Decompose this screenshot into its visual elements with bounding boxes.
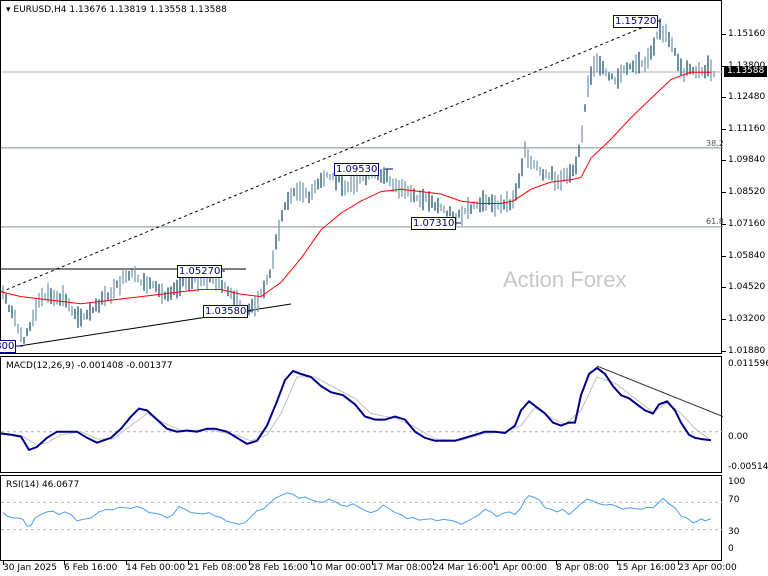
label-swing-low-feb: 1.03580 <box>203 305 249 318</box>
price-chart-panel[interactable]: ▾ EURUSD,H4 1.13676 1.13819 1.13558 1.13… <box>0 0 724 354</box>
fib-38-label: 38.2 <box>706 139 724 148</box>
tick <box>126 561 127 565</box>
price-axis-label: 1.07160 <box>728 219 766 229</box>
time-axis-label: 10 Mar 00:00 <box>311 563 372 573</box>
tick <box>722 351 726 352</box>
price-axis-label: 1.05840 <box>728 251 766 261</box>
macd-axis-label: 0.00 <box>728 432 749 442</box>
label-swing-high-mar: 1.09530 <box>334 163 380 176</box>
price-axis-label: 1.12480 <box>728 92 766 102</box>
price-axis-label: 1.04520 <box>728 282 766 292</box>
macd-axis-label: 0.011596 <box>728 359 768 369</box>
rsi-axis-label: 0 <box>728 544 734 554</box>
macd-axis-label: -0.005146 <box>728 462 768 472</box>
price-axis-label: 1.08520 <box>728 187 766 197</box>
time-axis-label: 24 Mar 16:00 <box>433 563 494 573</box>
tick <box>722 129 726 130</box>
price-chart-canvas <box>1 18 723 347</box>
time-axis-label: 14 Feb 00:00 <box>126 563 186 573</box>
fib-61-label: 61.8 <box>706 217 724 226</box>
macd-panel[interactable]: MACD(12,26,9) -0.001408 -0.001377 <box>0 356 723 473</box>
rsi-title: RSI(14) 46.0677 <box>6 480 80 490</box>
rsi-canvas <box>1 492 723 531</box>
tick <box>678 561 679 565</box>
watermark: Action Forex <box>503 267 627 292</box>
tick <box>722 256 726 257</box>
tick <box>372 561 373 565</box>
tick <box>722 34 726 35</box>
tick <box>617 561 618 565</box>
label-swing-low-mar: 1.07310 <box>411 217 457 230</box>
rsi-axis-label: 30 <box>728 527 740 537</box>
tick <box>722 224 726 225</box>
tick <box>3 561 4 565</box>
current-price-tag: 1.13588 <box>724 66 768 77</box>
tick <box>722 97 726 98</box>
price-axis-label: 1.03200 <box>728 314 766 324</box>
time-axis-label: 23 Apr 00:00 <box>678 563 737 573</box>
price-axis-label: 1.09840 <box>728 155 766 165</box>
time-axis-label: 6 Feb 16:00 <box>64 563 118 573</box>
macd-canvas <box>1 365 723 452</box>
macd-title: MACD(12,26,9) -0.001408 -0.001377 <box>6 361 173 371</box>
time-axis-label: 28 Feb 16:00 <box>249 563 309 573</box>
price-axis-label: 1.01880 <box>728 346 766 356</box>
rsi-panel[interactable]: RSI(14) 46.0677 <box>0 475 723 561</box>
price-axis-label: 1.15160 <box>728 29 766 39</box>
tick <box>188 561 189 565</box>
tick <box>556 561 557 565</box>
tick <box>64 561 65 565</box>
tick <box>722 287 726 288</box>
label-start-low: 1.01800 <box>0 340 17 353</box>
time-axis-label: 1 Apr 00:00 <box>494 563 547 573</box>
time-axis-label: 30 Jan 2025 <box>3 563 57 573</box>
tick <box>722 160 726 161</box>
rsi-axis-label: 100 <box>728 477 746 487</box>
time-axis-label: 8 Apr 08:00 <box>556 563 609 573</box>
label-high: 1.15720 <box>613 15 659 28</box>
tick <box>494 561 495 565</box>
time-axis-label: 17 Mar 08:00 <box>372 563 433 573</box>
label-swing-high-feb: 1.05270 <box>177 265 223 278</box>
tick <box>249 561 250 565</box>
rsi-axis-label: 70 <box>728 495 740 505</box>
tick <box>311 561 312 565</box>
time-axis-label: 15 Apr 16:00 <box>617 563 676 573</box>
chart-title: ▾ EURUSD,H4 1.13676 1.13819 1.13558 1.13… <box>6 5 227 15</box>
tick <box>722 319 726 320</box>
price-axis-label: 1.11160 <box>728 124 766 134</box>
time-axis-label: 21 Feb 08:00 <box>188 563 248 573</box>
tick <box>433 561 434 565</box>
tick <box>722 192 726 193</box>
